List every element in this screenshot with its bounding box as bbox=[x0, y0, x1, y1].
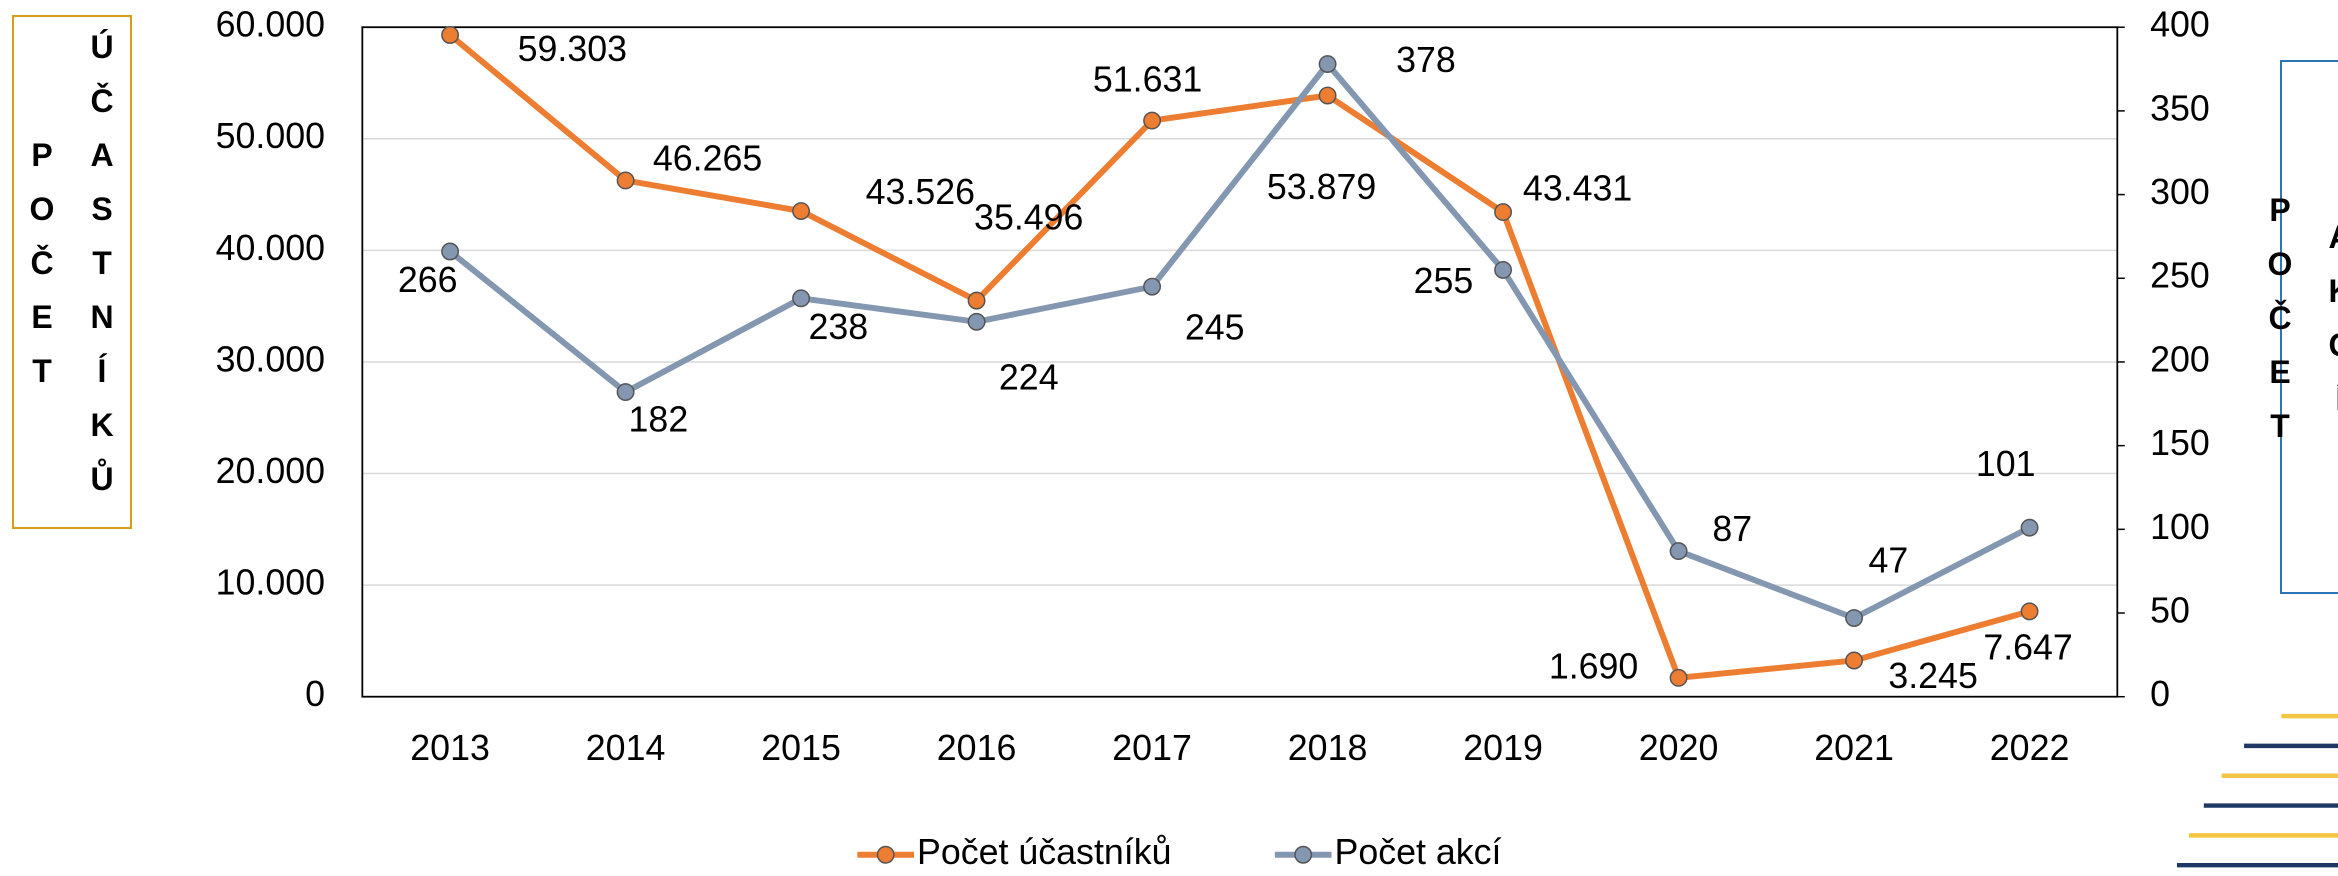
data-label: 255 bbox=[1414, 261, 1474, 301]
data-point bbox=[1495, 204, 1511, 220]
data-point bbox=[442, 243, 458, 259]
y-tick-label: 40.000 bbox=[216, 228, 325, 268]
y-axis-title: POČET ÚČASTNÍKŮ bbox=[12, 15, 132, 529]
x-tick-label: 2019 bbox=[1463, 728, 1543, 768]
legend-label: Počet akcí bbox=[1335, 832, 1502, 872]
data-label: 59.303 bbox=[518, 29, 627, 69]
data-label: 7.647 bbox=[1983, 628, 2073, 668]
data-label: 224 bbox=[999, 357, 1059, 397]
data-label: 46.265 bbox=[653, 139, 762, 179]
data-label: 378 bbox=[1396, 40, 1456, 80]
y2-tick-label: 250 bbox=[2150, 256, 2210, 296]
y2-tick-label: 300 bbox=[2150, 172, 2210, 212]
x-tick-label: 2022 bbox=[1990, 728, 2070, 768]
data-point bbox=[793, 290, 809, 306]
data-label: 1.690 bbox=[1549, 646, 1639, 686]
y-tick-label: 20.000 bbox=[216, 451, 325, 491]
data-point bbox=[1846, 652, 1862, 668]
data-label: 43.526 bbox=[866, 172, 975, 212]
legend-label: Počet účastníků bbox=[917, 832, 1171, 872]
data-label: 53.879 bbox=[1267, 167, 1376, 207]
y2-tick-label: 150 bbox=[2150, 423, 2210, 463]
y-tick-label: 0 bbox=[305, 674, 325, 714]
data-label: 101 bbox=[1976, 444, 2036, 484]
y2-axis-title: POČET AKCÍ bbox=[2280, 60, 2338, 594]
data-point bbox=[793, 203, 809, 219]
y2-tick-label: 0 bbox=[2150, 674, 2170, 714]
data-point bbox=[1846, 610, 1862, 626]
data-point bbox=[2021, 603, 2037, 619]
x-tick-label: 2016 bbox=[937, 728, 1017, 768]
y2-tick-label: 350 bbox=[2150, 88, 2210, 128]
data-label: 3.245 bbox=[1888, 656, 1978, 696]
data-point bbox=[617, 172, 633, 188]
data-label: 51.631 bbox=[1093, 59, 1202, 99]
x-tick-label: 2017 bbox=[1112, 728, 1192, 768]
data-label: 43.431 bbox=[1523, 169, 1632, 209]
data-label: 238 bbox=[809, 307, 869, 347]
x-tick-label: 2013 bbox=[410, 728, 490, 768]
decoration bbox=[2177, 716, 2338, 865]
x-tick-label: 2021 bbox=[1814, 728, 1894, 768]
data-point bbox=[2021, 519, 2037, 535]
y-tick-label: 10.000 bbox=[216, 563, 325, 603]
data-point bbox=[1670, 543, 1686, 559]
data-point bbox=[968, 292, 984, 308]
y2-tick-label: 200 bbox=[2150, 339, 2210, 379]
legend-marker bbox=[1295, 847, 1311, 863]
data-point bbox=[1495, 262, 1511, 278]
data-point bbox=[1670, 670, 1686, 686]
data-point bbox=[442, 27, 458, 43]
chart: 0 10.000 20.000 30.000 40.000 50.000 60.000 0 50… bbox=[0, 0, 2338, 876]
y-tick-label: 30.000 bbox=[216, 339, 325, 379]
data-point bbox=[1144, 112, 1160, 128]
page: 0 10.000 20.000 30.000 40.000 50.000 60.000 0 50… bbox=[0, 0, 2338, 876]
data-label: 87 bbox=[1712, 509, 1752, 549]
legend-marker bbox=[877, 847, 893, 863]
data-point bbox=[1319, 87, 1335, 103]
data-point bbox=[617, 384, 633, 400]
x-tick-label: 2014 bbox=[586, 728, 666, 768]
y2-tick-label: 100 bbox=[2150, 507, 2210, 547]
data-label: 182 bbox=[629, 399, 689, 439]
data-point bbox=[1144, 278, 1160, 294]
x-tick-label: 2020 bbox=[1639, 728, 1719, 768]
y2-tick-label: 400 bbox=[2150, 5, 2210, 45]
y2-tick-label: 50 bbox=[2150, 590, 2190, 630]
data-label: 245 bbox=[1185, 307, 1245, 347]
y-tick-label: 50.000 bbox=[216, 116, 325, 156]
y-tick-label: 60.000 bbox=[216, 5, 325, 45]
x-tick-label: 2018 bbox=[1288, 728, 1368, 768]
data-label: 35.496 bbox=[974, 198, 1083, 238]
data-label: 47 bbox=[1868, 540, 1908, 580]
x-tick-label: 2015 bbox=[761, 728, 841, 768]
data-point bbox=[968, 314, 984, 330]
data-label: 266 bbox=[398, 260, 458, 300]
data-point bbox=[1319, 56, 1335, 72]
